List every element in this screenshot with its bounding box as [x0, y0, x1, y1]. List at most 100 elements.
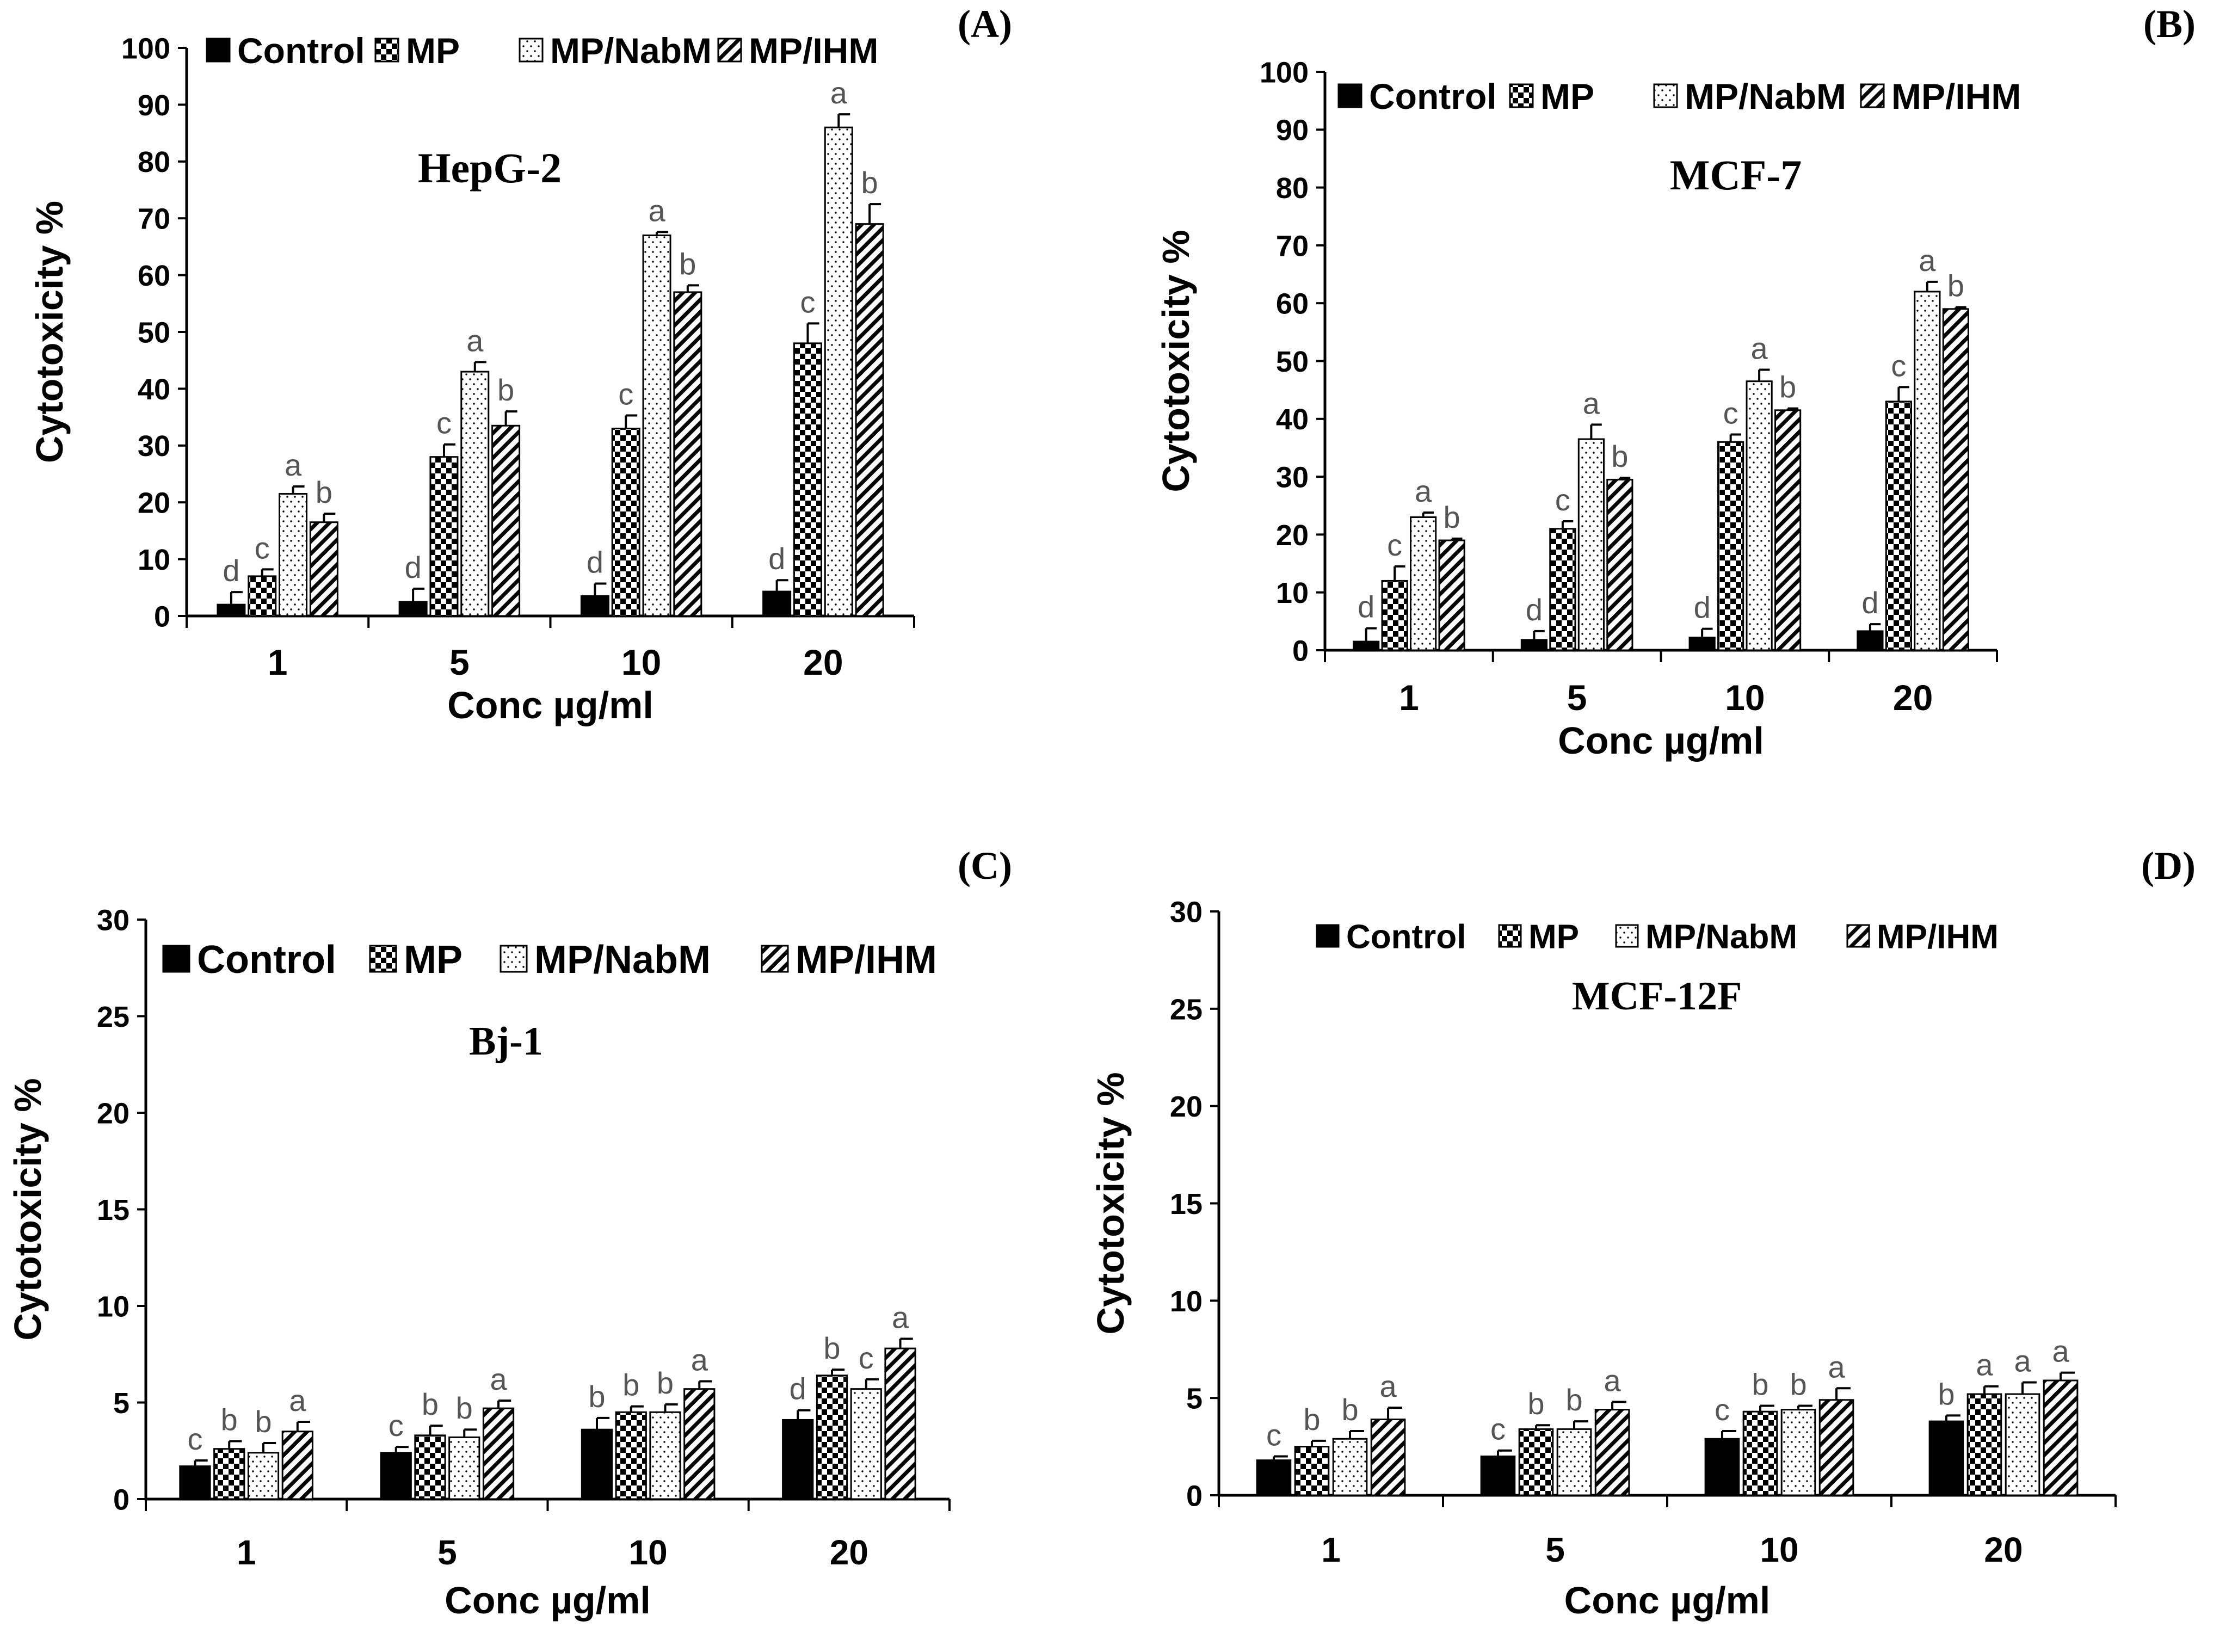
bar-mpihm [673, 291, 702, 617]
bar-mpihm [1606, 478, 1633, 651]
bar-control [398, 601, 428, 617]
legend-label-mpihm: MP/IHM [1877, 918, 1999, 956]
significance-letter: a [285, 448, 302, 482]
bar-mp [793, 342, 822, 617]
x-axis-title: Conc µg/ml [1558, 719, 1764, 762]
significance-letter: c [859, 1341, 874, 1375]
x-axis-title: Conc µg/ml [1564, 1579, 1771, 1622]
significance-letter: a [1976, 1348, 1993, 1382]
panel-hepg2: 01020304050607080901001dcab5dcab10dcab20… [28, 2, 1012, 726]
y-tick-label: 20 [97, 1097, 130, 1130]
bar-mpihm [683, 1388, 716, 1500]
bar-control [782, 1419, 814, 1500]
bar-mpihm [1594, 1409, 1630, 1496]
significance-letter: d [1694, 590, 1711, 625]
significance-letter: b [1565, 1383, 1582, 1417]
y-tick-label: 40 [138, 373, 170, 406]
x-tick-label: 20 [803, 642, 843, 682]
bar-control [1520, 639, 1548, 651]
y-tick-label: 100 [1260, 56, 1309, 89]
bar-mpnabm [642, 235, 671, 617]
y-tick-label: 40 [1276, 403, 1309, 436]
significance-letter: d [790, 1372, 806, 1406]
significance-letter: b [1444, 500, 1460, 534]
significance-letter: b [497, 373, 514, 407]
legend-swatch-mpnabm [500, 945, 528, 973]
significance-letter: b [316, 475, 332, 509]
significance-letter: a [1379, 1369, 1397, 1403]
bar-mpnabm [448, 1436, 480, 1500]
bar-mpnabm [824, 126, 853, 617]
bar-mpnabm [1577, 438, 1605, 651]
bar-mp [1885, 400, 1912, 651]
x-tick-label: 5 [1567, 677, 1587, 718]
legend-label-mpnabm: MP/NabM [550, 30, 712, 71]
y-tick-label: 30 [1276, 461, 1309, 494]
bar-mpnabm [2005, 1393, 2040, 1496]
legend-label-mpihm: MP/IHM [796, 938, 937, 982]
y-tick-label: 0 [1292, 634, 1309, 667]
significance-letter: b [861, 165, 878, 200]
significance-letter: b [1938, 1377, 1955, 1411]
significance-letter: b [255, 1404, 272, 1439]
y-tick-label: 20 [138, 487, 170, 520]
legend-label-control: Control [197, 938, 336, 982]
x-tick-label: 5 [449, 642, 470, 682]
y-axis-title: Cytotoxicity % [28, 201, 71, 463]
y-tick-label: 5 [1186, 1383, 1203, 1415]
bar-mpihm [2043, 1379, 2079, 1496]
chart-title: HepG-2 [418, 144, 562, 192]
bar-mp [1966, 1393, 2002, 1496]
bar-mpihm [281, 1431, 313, 1500]
y-tick-label: 0 [1186, 1480, 1203, 1512]
significance-letter: d [1358, 590, 1374, 624]
bar-control [1857, 630, 1884, 651]
x-tick-label: 10 [1760, 1530, 1798, 1569]
significance-letter: b [422, 1387, 439, 1421]
bar-mp [414, 1434, 446, 1500]
significance-letter: a [892, 1300, 909, 1334]
y-tick-label: 30 [97, 904, 130, 936]
bar-mp [213, 1448, 245, 1500]
x-tick-label: 1 [1321, 1530, 1341, 1569]
y-tick-label: 70 [138, 203, 170, 236]
bar-control [580, 595, 609, 617]
legend-label-mpihm: MP/IHM [749, 30, 878, 71]
legend-swatch-control [1316, 924, 1340, 948]
y-axis-title: Cytotoxicity % [7, 1078, 49, 1340]
bar-mp [248, 575, 277, 617]
bar-mpnabm [850, 1388, 882, 1500]
significance-letter: a [1828, 1349, 1845, 1384]
bar-control [1353, 640, 1380, 651]
significance-letter: a [830, 76, 848, 110]
bar-control [380, 1452, 412, 1500]
significance-letter: d [1861, 585, 1878, 620]
legend-label-control: Control [237, 30, 365, 71]
significance-letter: b [1752, 1367, 1768, 1401]
y-tick-label: 70 [1276, 230, 1309, 262]
bar-mpnabm [649, 1411, 681, 1500]
legend-label-mpihm: MP/IHM [1891, 76, 2021, 116]
significance-letter: b [657, 1366, 674, 1400]
chart-title: Bj-1 [469, 1019, 543, 1064]
significance-letter: a [1919, 243, 1936, 278]
significance-letter: b [1303, 1402, 1320, 1437]
bar-mpnabm [1410, 516, 1437, 651]
y-axis-title: Cytotoxicity % [1089, 1072, 1132, 1334]
y-tick-label: 5 [113, 1387, 130, 1420]
panel-tag: (C) [958, 844, 1012, 887]
significance-letter: c [1715, 1392, 1730, 1427]
significance-letter: a [1415, 474, 1432, 508]
bar-mpnabm [460, 371, 490, 617]
significance-letter: d [1526, 593, 1543, 627]
bar-mpnabm [1914, 291, 1941, 651]
bar-mp [1381, 580, 1408, 651]
legend-swatch-control [162, 945, 190, 973]
bar-control [1256, 1459, 1292, 1496]
significance-letter: a [1583, 386, 1600, 420]
legend-swatch-mpihm [1846, 924, 1870, 948]
bar-control [179, 1465, 211, 1500]
legend-swatch-mp [1509, 83, 1534, 108]
panel-tag: (D) [2141, 844, 2196, 887]
